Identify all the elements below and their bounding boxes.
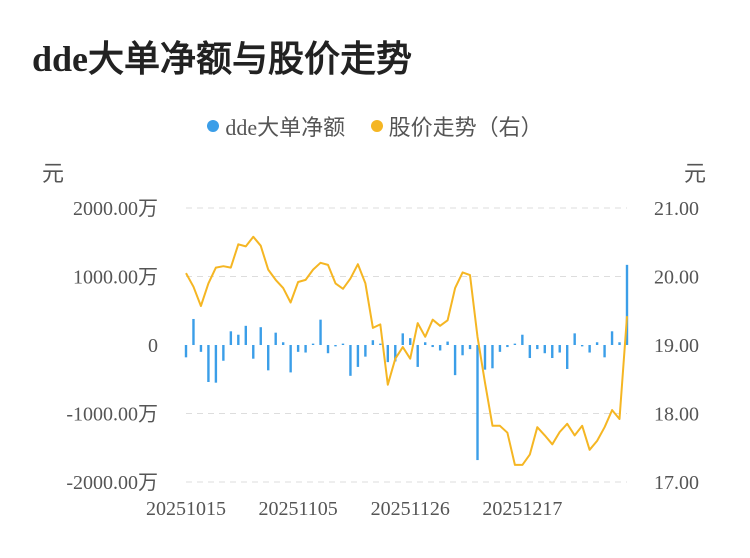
bar (573, 333, 576, 345)
bar (356, 345, 360, 367)
bar (364, 345, 367, 357)
x-tick-label: 20251217 (482, 498, 562, 520)
bar (304, 345, 307, 353)
bar (184, 345, 188, 358)
bar (506, 345, 509, 348)
left-tick-label: -1000.00万 (66, 404, 158, 426)
bar (603, 345, 606, 358)
bar (446, 341, 449, 345)
x-tick-label: 20251015 (146, 498, 226, 520)
legend-item-line[interactable]: 股价走势（右） (370, 110, 543, 142)
bar (311, 343, 315, 345)
right-tick-label: 21.00 (654, 198, 699, 220)
bar (371, 340, 375, 345)
bar (274, 332, 277, 345)
bar (386, 345, 390, 363)
bar (379, 343, 382, 345)
price-line (185, 235, 628, 466)
bar (229, 331, 233, 345)
chart-title: dde大单净额与股价走势 (32, 39, 413, 79)
left-tick-label: -2000.00万 (66, 472, 158, 494)
bar (409, 338, 412, 345)
bar (431, 345, 434, 348)
bar (349, 345, 352, 376)
bar (543, 345, 546, 354)
bar (595, 342, 599, 345)
bar (207, 345, 210, 382)
left-tick-label: 0 (148, 335, 158, 357)
bar (566, 345, 569, 369)
bar (289, 345, 292, 373)
bar (192, 318, 195, 345)
bar (341, 343, 345, 345)
bar (259, 327, 262, 345)
bar (618, 342, 621, 345)
bar (610, 331, 614, 345)
left-axis-unit: 元 (42, 161, 65, 186)
bar (401, 333, 404, 345)
bar (319, 319, 322, 345)
bar (199, 345, 203, 352)
bar (416, 345, 419, 367)
bar (476, 345, 479, 461)
bar (521, 334, 524, 345)
bar (296, 345, 300, 352)
left-tick-label: 1000.00万 (73, 267, 158, 289)
legend-item-bar[interactable]: dde大单净额 (207, 110, 345, 142)
bar (222, 345, 225, 361)
bar (588, 345, 591, 353)
bar (536, 345, 539, 350)
bar (334, 345, 337, 347)
bar (438, 345, 442, 351)
right-tick-label: 17.00 (654, 472, 699, 494)
bar (558, 345, 561, 353)
bar (625, 264, 629, 345)
left-tick-label: 2000.00万 (73, 198, 158, 220)
bar (453, 345, 457, 376)
bar (468, 345, 472, 350)
legend-line-label: 股价走势（右） (388, 115, 543, 140)
right-tick-label: 19.00 (654, 335, 699, 357)
bar (580, 345, 584, 347)
x-tick-label: 20251105 (258, 498, 337, 520)
bar (281, 342, 285, 345)
legend: dde大单净额 股价走势（右） (0, 110, 750, 142)
bar (394, 345, 397, 362)
bar (237, 334, 240, 345)
legend-line-swatch (370, 120, 383, 132)
bar (252, 345, 255, 359)
bar (423, 342, 427, 345)
bar (267, 345, 270, 371)
right-tick-label: 18.00 (654, 404, 699, 426)
legend-bar-label: dde大单净额 (225, 115, 346, 140)
x-tick-label: 20251126 (371, 498, 450, 520)
bar (244, 325, 247, 345)
bar (461, 345, 464, 356)
bar (528, 345, 532, 359)
bar (483, 345, 487, 370)
right-axis-unit: 元 (684, 161, 707, 186)
bar (551, 345, 554, 359)
bar (326, 345, 330, 354)
bar (491, 345, 494, 369)
right-tick-label: 20.00 (654, 267, 699, 289)
legend-bar-swatch (207, 120, 220, 132)
bar (513, 343, 517, 345)
bar (214, 345, 218, 383)
bar (498, 345, 502, 352)
